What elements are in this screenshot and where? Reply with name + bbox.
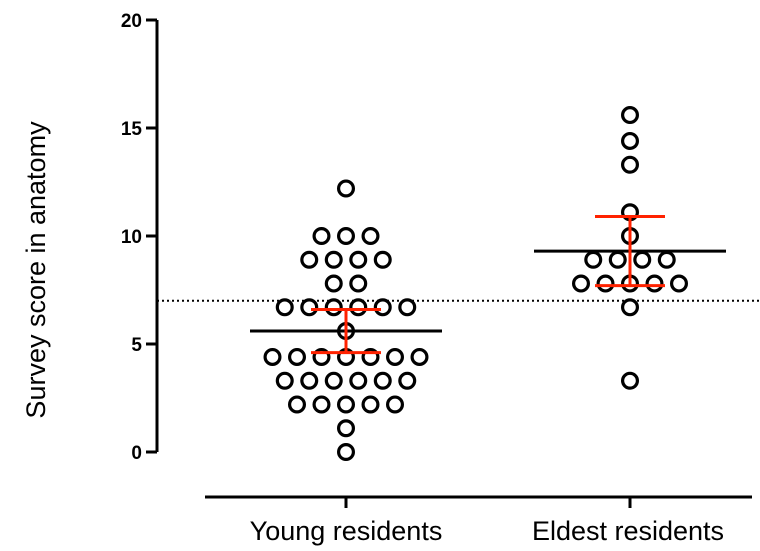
data-point	[349, 274, 368, 293]
data-point	[288, 395, 307, 414]
data-point	[349, 298, 368, 317]
data-point	[398, 371, 417, 390]
y-tick-label: 10	[121, 227, 142, 248]
data-point	[275, 298, 294, 317]
data-point	[608, 250, 627, 269]
data-point	[386, 395, 405, 414]
data-point	[300, 250, 319, 269]
y-tick-label: 15	[121, 119, 143, 140]
data-point	[620, 371, 639, 390]
data-point	[398, 298, 417, 317]
y-tick-label: 0	[131, 443, 142, 464]
y-axis-title: Survey score in anatomy	[21, 121, 51, 419]
data-point	[584, 250, 603, 269]
data-point	[324, 274, 343, 293]
category-label-young: Young residents	[250, 516, 443, 546]
data-point	[620, 298, 639, 317]
data-points	[263, 106, 688, 462]
data-point	[300, 298, 319, 317]
data-point	[571, 274, 590, 293]
data-point	[596, 274, 615, 293]
data-point	[373, 298, 392, 317]
data-point	[324, 371, 343, 390]
data-point	[410, 347, 429, 366]
data-point	[633, 250, 652, 269]
data-point	[657, 250, 676, 269]
data-point	[620, 106, 639, 125]
data-point	[361, 395, 380, 414]
y-tick-label: 20	[121, 11, 142, 32]
data-point	[669, 274, 688, 293]
data-point	[337, 419, 356, 438]
y-tick-label: 5	[131, 335, 142, 356]
data-point	[349, 371, 368, 390]
data-point	[300, 371, 319, 390]
data-point	[288, 347, 307, 366]
data-point	[312, 227, 331, 246]
data-point	[645, 274, 664, 293]
data-point	[337, 179, 356, 198]
data-point	[620, 155, 639, 174]
data-point	[361, 227, 380, 246]
data-point	[324, 250, 343, 269]
data-point	[620, 131, 639, 150]
data-point	[349, 250, 368, 269]
data-point	[386, 347, 405, 366]
data-point	[337, 395, 356, 414]
data-point	[373, 371, 392, 390]
data-point	[337, 443, 356, 462]
data-point	[275, 371, 294, 390]
data-point	[312, 395, 331, 414]
category-label-eldest: Eldest residents	[532, 516, 724, 546]
data-point	[337, 227, 356, 246]
data-point	[373, 250, 392, 269]
data-point	[324, 298, 343, 317]
mean-and-error-bars	[250, 215, 726, 355]
y-axis-ticks: 0 5 10 15 20	[121, 11, 760, 508]
data-point	[263, 347, 282, 366]
